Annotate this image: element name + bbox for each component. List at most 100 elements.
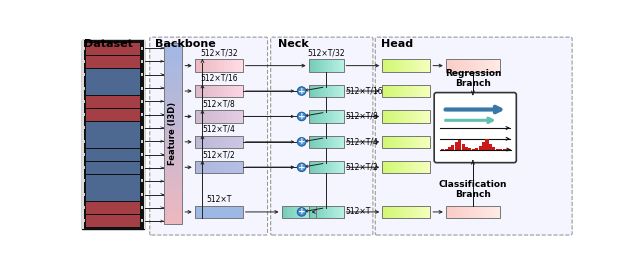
Bar [390, 110, 392, 122]
Bar [308, 206, 344, 218]
Bar [321, 206, 323, 218]
Bar [316, 136, 317, 148]
Bar [413, 136, 415, 148]
Bar [211, 110, 212, 122]
Bar [395, 206, 397, 218]
Bar [164, 91, 182, 98]
Bar [239, 206, 241, 218]
Bar [321, 110, 323, 122]
Bar [394, 59, 396, 72]
Bar [164, 170, 182, 176]
Bar [499, 149, 502, 150]
Circle shape [298, 163, 306, 172]
Bar [320, 206, 322, 218]
Bar [417, 136, 419, 148]
Bar [416, 59, 418, 72]
Bar [86, 56, 140, 68]
Bar [385, 85, 387, 97]
Bar [316, 59, 317, 72]
Text: 512×T/32: 512×T/32 [307, 49, 345, 57]
Bar [216, 136, 218, 148]
Text: 512×T/16: 512×T/16 [200, 74, 237, 83]
Bar [228, 110, 230, 122]
Bar [400, 206, 402, 218]
Bar [334, 59, 336, 72]
Bar [429, 161, 431, 173]
Bar [206, 110, 208, 122]
Bar [427, 206, 429, 218]
Bar [217, 161, 219, 173]
Bar [312, 136, 314, 148]
Bar [195, 110, 243, 122]
Bar [398, 136, 400, 148]
Bar [403, 110, 405, 122]
Bar [384, 110, 386, 122]
Bar [340, 110, 342, 122]
Bar [239, 59, 241, 72]
Bar [341, 110, 343, 122]
Bar [86, 135, 140, 148]
Bar [403, 85, 405, 97]
Bar [164, 61, 182, 67]
Bar [382, 206, 430, 218]
Bar [410, 136, 412, 148]
Text: Backbone: Backbone [155, 40, 216, 49]
Bar [313, 85, 315, 97]
Bar [330, 136, 331, 148]
Bar [453, 206, 455, 218]
Bar [403, 161, 405, 173]
Bar [86, 96, 140, 108]
Bar [337, 136, 338, 148]
Bar [86, 122, 140, 134]
Bar [387, 136, 389, 148]
Bar [311, 136, 312, 148]
Bar [141, 140, 143, 143]
Bar [236, 136, 238, 148]
Bar [214, 161, 216, 173]
Bar [420, 136, 422, 148]
Bar [241, 206, 243, 218]
Bar [410, 85, 412, 97]
Text: 512×T/8: 512×T/8 [202, 99, 235, 108]
Text: 512×T/4: 512×T/4 [345, 137, 378, 146]
Bar [325, 161, 326, 173]
Bar [417, 110, 419, 122]
Bar [308, 161, 344, 173]
Bar [164, 115, 182, 122]
Bar [385, 136, 387, 148]
Bar [486, 59, 488, 72]
Bar [200, 206, 202, 218]
Bar [458, 206, 461, 218]
Bar [493, 206, 495, 218]
Bar [326, 136, 328, 148]
Bar [493, 59, 495, 72]
Bar [330, 59, 331, 72]
Bar [198, 110, 200, 122]
Bar [502, 149, 506, 150]
Bar [341, 136, 343, 148]
Bar [429, 206, 431, 218]
Bar [323, 85, 324, 97]
Bar [316, 85, 317, 97]
Bar [212, 206, 214, 218]
Bar [401, 110, 403, 122]
Bar [331, 110, 332, 122]
Bar [411, 206, 413, 218]
Bar [335, 59, 337, 72]
Bar [204, 59, 206, 72]
Bar [335, 206, 337, 218]
Bar [338, 206, 339, 218]
Bar [334, 110, 336, 122]
Bar [429, 85, 431, 97]
Bar [384, 136, 386, 148]
Bar [390, 85, 392, 97]
Bar [211, 206, 212, 218]
Bar [314, 206, 316, 218]
Bar [392, 110, 394, 122]
Bar [429, 136, 431, 148]
Bar [201, 136, 203, 148]
Bar [319, 59, 321, 72]
Bar [232, 136, 234, 148]
Bar [313, 206, 315, 218]
Bar [324, 206, 325, 218]
